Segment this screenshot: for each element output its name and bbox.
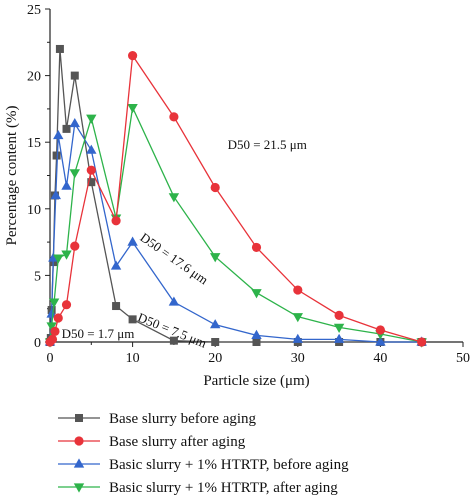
series-layer <box>44 44 427 348</box>
legend-marker <box>74 436 84 446</box>
x-tick-label: 10 <box>126 351 140 366</box>
legend-item-1: Base slurry before aging <box>58 411 257 427</box>
y-tick-label: 10 <box>27 203 41 218</box>
legend-label: Base slurry after aging <box>109 434 246 450</box>
data-point <box>333 323 345 333</box>
data-point <box>127 103 138 114</box>
y-tick-label: 5 <box>34 269 41 284</box>
data-point <box>61 250 72 260</box>
x-tick-label: 50 <box>456 351 470 366</box>
d50-annotation: D50 = 17.6 μm <box>137 230 211 288</box>
series-line <box>49 48 422 343</box>
data-point <box>53 313 63 323</box>
data-point <box>46 322 57 332</box>
data-point <box>169 336 178 345</box>
data-point <box>127 236 138 246</box>
data-point <box>52 151 61 160</box>
data-point <box>292 313 303 323</box>
data-point <box>334 310 344 320</box>
data-point <box>375 336 386 346</box>
data-point <box>87 178 96 187</box>
data-point <box>210 182 220 193</box>
data-point <box>168 296 180 306</box>
legend-label: Base slurry before aging <box>109 411 257 427</box>
data-point <box>112 302 121 311</box>
y-tick-label: 20 <box>27 70 41 85</box>
x-tick-label: 30 <box>291 351 305 366</box>
data-point <box>210 253 221 263</box>
data-point <box>69 169 80 179</box>
x-tick-label: 40 <box>373 351 387 366</box>
data-point <box>293 285 303 295</box>
data-point <box>251 329 262 339</box>
legend-item-2: Base slurry after aging <box>58 434 246 450</box>
data-point <box>251 242 262 253</box>
data-point <box>48 298 60 308</box>
legend-marker <box>73 458 85 468</box>
data-point <box>53 129 64 140</box>
legend-label: Basic slurry + 1% HTRTP, before aging <box>109 457 349 473</box>
series-line <box>49 121 422 343</box>
data-point <box>375 325 385 335</box>
data-point <box>86 144 97 154</box>
y-axis-label: Percentage content (%) <box>4 106 20 246</box>
data-point <box>252 338 261 346</box>
data-point <box>251 289 262 299</box>
data-point <box>47 334 58 344</box>
data-point <box>417 337 427 347</box>
legend-item-3: Basic slurry + 1% HTRTP, before aging <box>58 457 349 473</box>
legend: Base slurry before aging Base slurry afte… <box>58 411 349 496</box>
series-1 <box>46 44 426 346</box>
y-tick-label: 25 <box>27 3 41 18</box>
data-point <box>70 241 80 251</box>
data-point <box>61 300 72 310</box>
data-point <box>169 112 179 122</box>
data-point <box>50 189 61 200</box>
legend-marker <box>75 414 83 422</box>
series-line <box>49 105 422 343</box>
data-point <box>50 326 60 336</box>
data-point <box>86 165 96 175</box>
y-tick-label: 15 <box>27 136 41 151</box>
legend-label: Basic slurry + 1% HTRTP, after aging <box>109 480 338 496</box>
data-point <box>111 216 121 226</box>
data-point <box>128 315 137 324</box>
series-2 <box>45 51 427 347</box>
data-point <box>292 333 303 343</box>
x-tick-label: 0 <box>47 351 54 366</box>
data-point <box>61 180 72 190</box>
data-point <box>55 44 64 53</box>
data-point <box>53 254 64 264</box>
data-point <box>333 333 345 343</box>
y-tick-label: 0 <box>34 336 41 351</box>
data-point <box>70 71 79 80</box>
data-point <box>86 114 97 124</box>
data-point <box>168 193 180 203</box>
series-3 <box>44 117 427 346</box>
data-point <box>210 319 221 329</box>
x-tick-label: 20 <box>208 351 222 366</box>
data-point <box>110 260 122 270</box>
legend-item-4: Basic slurry + 1% HTRTP, after aging <box>58 480 338 496</box>
data-point <box>211 338 220 346</box>
d50-annotation: D50 = 21.5 μm <box>228 137 307 152</box>
data-point <box>62 124 71 133</box>
x-axis-label: Particle size (μm) <box>203 373 309 389</box>
d50-annotation: D50 = 1.7 μm <box>62 326 135 341</box>
series-line <box>49 53 422 343</box>
data-point <box>46 308 57 318</box>
data-point <box>128 51 138 61</box>
legend-marker <box>73 483 85 493</box>
data-point <box>69 117 80 128</box>
